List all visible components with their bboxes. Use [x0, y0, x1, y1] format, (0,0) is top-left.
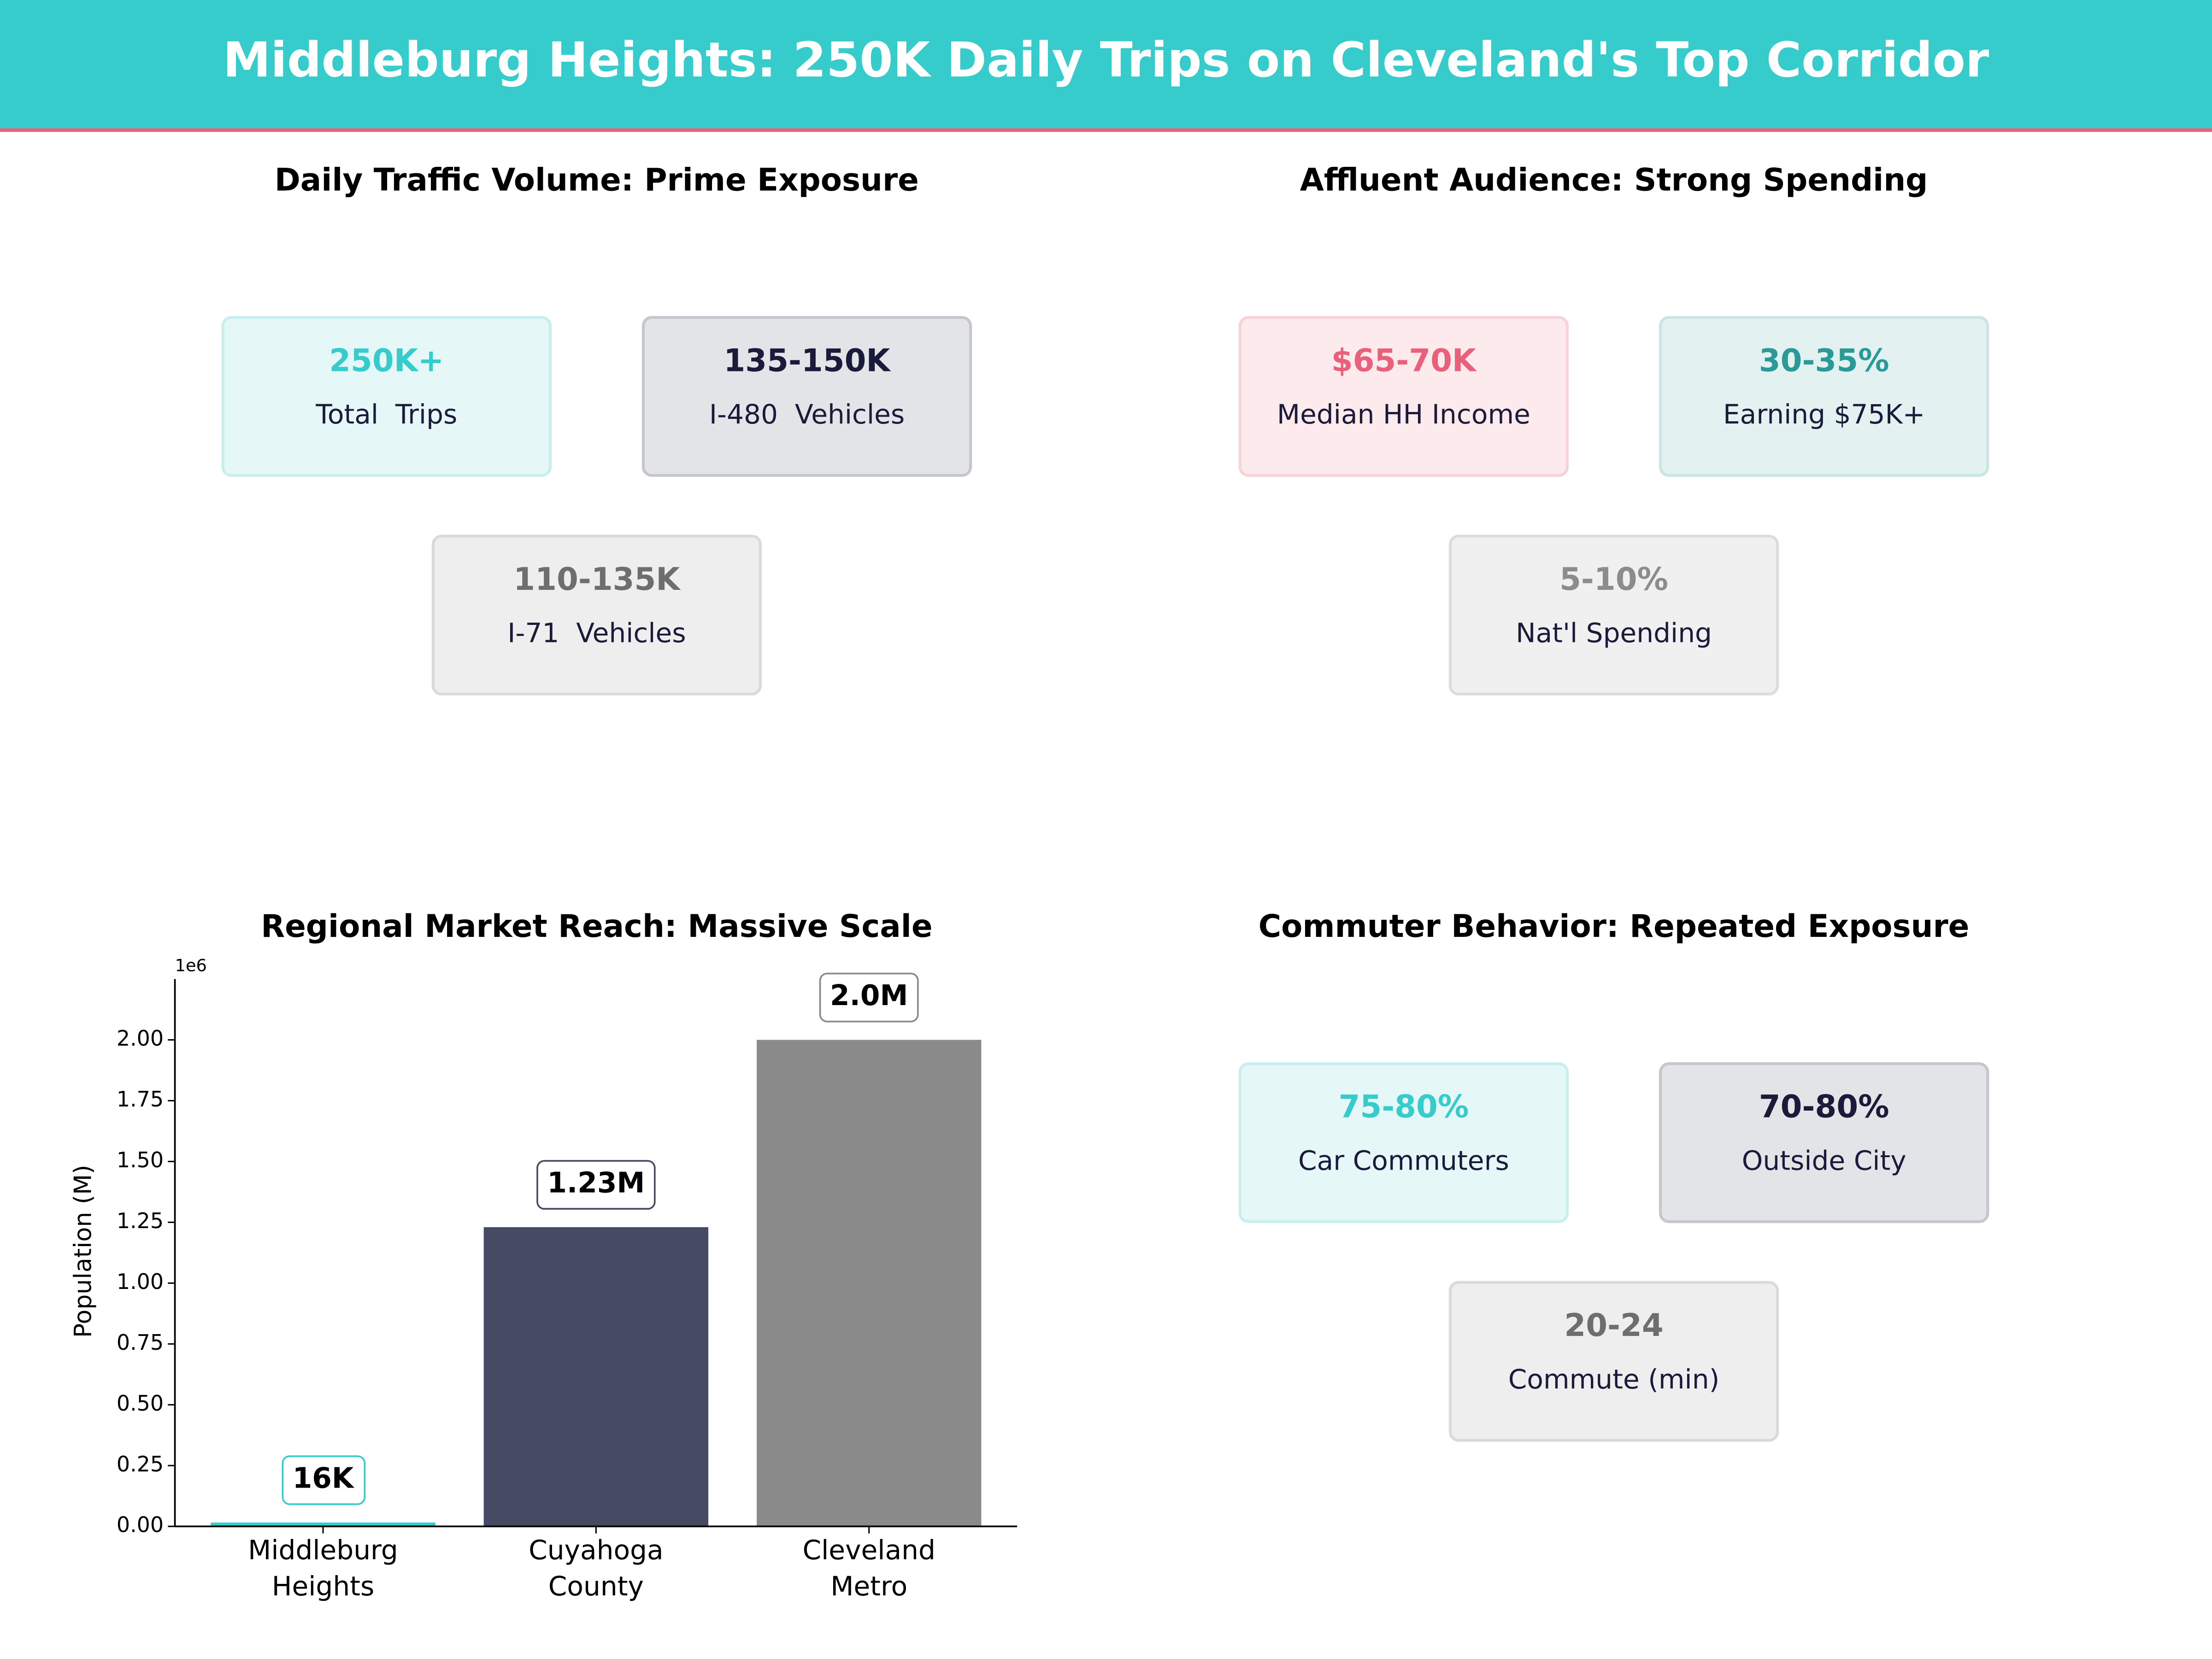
- panel-title: Affluent Audience: Strong Spending: [1300, 161, 1928, 198]
- chart-title: Regional Market Reach: Massive Scale: [261, 908, 932, 944]
- panel-title: Commuter Behavior: Repeated Exposure: [1259, 908, 1970, 944]
- stat-label: Nat'l Spending: [1516, 618, 1712, 649]
- x-tick-label: Middleburg Heights: [248, 1534, 398, 1602]
- stat-value: 110-135K: [513, 561, 681, 597]
- y-tick-label: 0.75: [117, 1330, 164, 1355]
- y-tick-label: 1.50: [117, 1147, 164, 1172]
- y-tick-label: 0.25: [117, 1452, 164, 1477]
- y-axis-label: Population (M): [70, 1165, 97, 1338]
- bar: [211, 1522, 435, 1527]
- stat-label: Commute (min): [1508, 1364, 1719, 1395]
- panel-title: Daily Traffic Volume: Prime Exposure: [275, 161, 919, 198]
- y-tick-label: 0.50: [117, 1391, 164, 1416]
- stat-label: Outside City: [1742, 1145, 1906, 1177]
- x-tick-label: Cleveland Metro: [803, 1534, 935, 1602]
- axis-offset: 1e6: [175, 955, 207, 975]
- y-tick-label: 1.00: [117, 1269, 164, 1294]
- stat-card: [221, 316, 552, 477]
- stat-card: [1659, 1062, 1989, 1224]
- value-label: 16K: [293, 1462, 355, 1495]
- stat-value: $65-70K: [1331, 342, 1477, 378]
- stat-value: 75-80%: [1339, 1088, 1469, 1125]
- x-tick-label: Cuyahoga County: [529, 1534, 664, 1602]
- stat-value: 135-150K: [724, 342, 891, 378]
- stat-label: I-480 Vehicles: [709, 399, 905, 430]
- header-rule: [0, 128, 2212, 132]
- stat-card: [1448, 1281, 1779, 1442]
- stat-label: Total Trips: [315, 399, 457, 430]
- stat-card: [1448, 535, 1779, 696]
- stat-card: [641, 316, 972, 477]
- value-label-box: [282, 1455, 366, 1505]
- stat-value: 5-10%: [1559, 561, 1668, 597]
- y-tick-label: 2.00: [117, 1026, 164, 1051]
- page-title: Middleburg Heights: 250K Daily Trips on …: [223, 32, 1989, 88]
- bar: [483, 1227, 709, 1527]
- value-label: 1.23M: [547, 1167, 645, 1200]
- value-label-box: [819, 972, 919, 1023]
- stat-value: 70-80%: [1759, 1088, 1889, 1125]
- stat-card: [1238, 1062, 1569, 1224]
- stat-card: [1238, 316, 1569, 477]
- y-tick-label: 1.75: [117, 1087, 164, 1112]
- stat-card: [431, 535, 762, 696]
- stat-value: 250K+: [329, 342, 444, 378]
- stat-value: 20-24: [1564, 1307, 1663, 1343]
- value-label-box: [536, 1160, 656, 1210]
- header-band: [0, 0, 2212, 129]
- stat-label: Car Commuters: [1298, 1145, 1509, 1177]
- stat-label: Median HH Income: [1277, 399, 1530, 430]
- bar: [757, 1040, 982, 1527]
- stat-value: 30-35%: [1759, 342, 1889, 378]
- stat-card: [1659, 316, 1989, 477]
- y-tick-label: 1.25: [117, 1208, 164, 1233]
- stat-label: I-71 Vehicles: [507, 618, 686, 649]
- y-tick-label: 0.00: [117, 1512, 164, 1537]
- stat-label: Earning $75K+: [1723, 399, 1925, 430]
- value-label: 2.0M: [830, 979, 908, 1012]
